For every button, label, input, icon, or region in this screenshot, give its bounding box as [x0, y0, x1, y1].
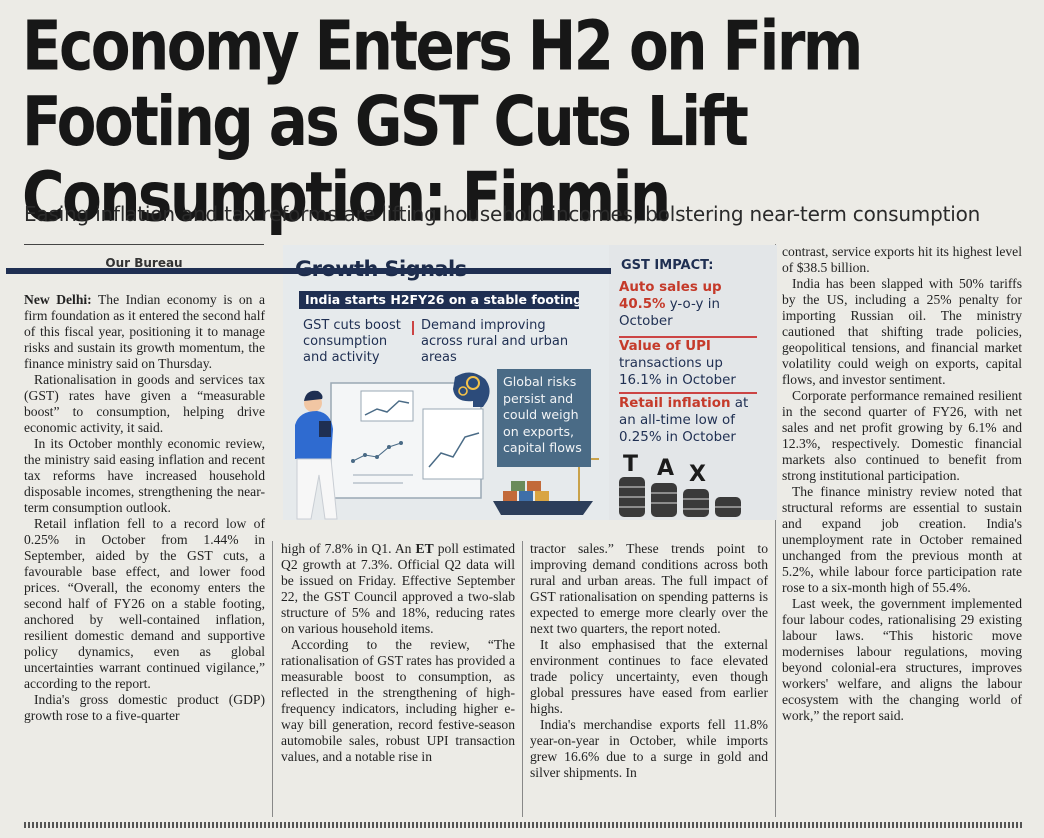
- gear-icon: [466, 376, 480, 390]
- container-icon: [511, 481, 525, 491]
- gst-impact-text: transactions up 16.1% in October: [619, 356, 736, 388]
- container-icon: [519, 491, 533, 501]
- byline-rule: [24, 244, 264, 245]
- subheadline: Easing inflation and tax reforms are lif…: [24, 202, 981, 226]
- coin-stack-icon: [683, 489, 709, 517]
- tablet-icon: [319, 421, 331, 437]
- infographic-point-left: GST cuts boost consumption and activity: [303, 318, 401, 365]
- tax-letter: X: [689, 462, 706, 487]
- global-risks-box: Global risks persist and could weigh on …: [497, 369, 591, 467]
- paragraph: Rationalisation in goods and services ta…: [24, 372, 265, 435]
- person-hair-icon: [304, 390, 323, 401]
- paragraph-text: high of 7.8% in Q1. An: [281, 541, 412, 556]
- infographic-illustration: [295, 372, 599, 520]
- article-column-3: tractor sales.” These trends point to im…: [530, 541, 768, 781]
- tax-coins-illustration: T A X: [619, 452, 741, 517]
- article-column-2: high of 7.8% in Q1. An ET poll estimated…: [281, 541, 515, 765]
- gst-impact-text: at an all-time low of 0.25% in October: [619, 396, 749, 445]
- paragraph: India's gross domestic product (GDP) gro…: [24, 692, 265, 723]
- person-legs-icon: [296, 458, 338, 520]
- column-separator: [522, 541, 523, 817]
- dashboard-subpanel: [360, 390, 414, 422]
- gst-impact-text: y-o-y in October: [619, 297, 720, 329]
- paragraph: According to the review, “The rationalis…: [281, 637, 515, 764]
- tax-letter: T: [623, 452, 638, 477]
- gst-impact-highlight: Auto sales up 40.5%: [619, 280, 722, 312]
- infographic-point-right: Demand improving across rural and urban …: [421, 318, 569, 365]
- column-separator: [272, 541, 273, 817]
- paragraph-text: The Indian economy is on a firm foundati…: [24, 292, 265, 371]
- article-column-1: New Delhi: The Indian economy is on a fi…: [24, 292, 265, 724]
- headline: Economy Enters H2 on Firm Footing as GST…: [22, 5, 863, 237]
- gst-impact-panel: GST IMPACT: Auto sales up 40.5% y-o-y in…: [609, 245, 777, 520]
- paragraph: The finance ministry review noted that s…: [782, 484, 1022, 595]
- byline: Our Bureau: [105, 256, 183, 270]
- paragraph: Retail inflation fell to a record low of…: [24, 516, 265, 691]
- coin-stack-icon: [619, 477, 645, 517]
- paragraph: tractor sales.” These trends point to im…: [530, 541, 768, 636]
- gst-impact-divider: [619, 336, 757, 338]
- paragraph: In its October monthly economic review, …: [24, 436, 265, 515]
- page-bottom-rule: [24, 822, 1024, 828]
- container-icon: [535, 491, 549, 501]
- paragraph: India has been slapped with 50% tariffs …: [782, 276, 1022, 387]
- infographic-divider: [412, 321, 414, 335]
- dotted-trend-icon: [352, 442, 402, 462]
- paragraph: New Delhi: The Indian economy is on a fi…: [24, 292, 265, 372]
- gst-impact-divider: [619, 392, 757, 394]
- paragraph: India's merchandise exports fell 11.8% y…: [530, 717, 768, 780]
- gst-impact-item: Retail inflation at an all-time low of 0…: [619, 395, 769, 446]
- paragraph: It also emphasised that the external env…: [530, 637, 768, 716]
- et-logo: ET: [415, 541, 434, 556]
- dashboard-subpanel: [422, 408, 484, 480]
- gear-icon: [458, 386, 468, 396]
- gst-impact-item: Auto sales up 40.5% y-o-y in October: [619, 279, 769, 330]
- infographic-base-bar: [6, 268, 611, 274]
- paragraph-text: poll estimated Q2 growth at 7.3%. Offici…: [281, 541, 516, 636]
- infographic-banner: India starts H2FY26 on a stable footing: [299, 291, 579, 309]
- gst-impact-item: Value of UPI transactions up 16.1% in Oc…: [619, 338, 769, 389]
- gst-impact-highlight: Retail inflation: [619, 396, 731, 411]
- paragraph: Corporate performance remained resilient…: [782, 388, 1022, 483]
- paragraph: high of 7.8% in Q1. An ET poll estimated…: [281, 541, 515, 637]
- trend-line-icon: [364, 400, 410, 416]
- container-icon: [503, 491, 517, 501]
- tax-letter: A: [657, 456, 674, 481]
- ship-icon: [493, 501, 593, 515]
- article-column-4: contrast, service exports hit its highes…: [782, 244, 1022, 724]
- dateline: New Delhi:: [24, 292, 92, 307]
- column-separator: [775, 244, 776, 817]
- gst-impact-highlight: Value of UPI: [619, 339, 711, 354]
- paragraph: contrast, service exports hit its highes…: [782, 244, 1022, 275]
- container-icon: [527, 481, 541, 491]
- chart-line-icon: [428, 432, 480, 468]
- coin-stack-icon: [651, 483, 677, 517]
- coin-stack-icon: [715, 497, 741, 517]
- gst-impact-title: GST IMPACT:: [621, 258, 714, 273]
- paragraph: Last week, the government implemented fo…: [782, 596, 1022, 723]
- growth-signals-infographic: Growth Signals India starts H2FY26 on a …: [283, 245, 609, 520]
